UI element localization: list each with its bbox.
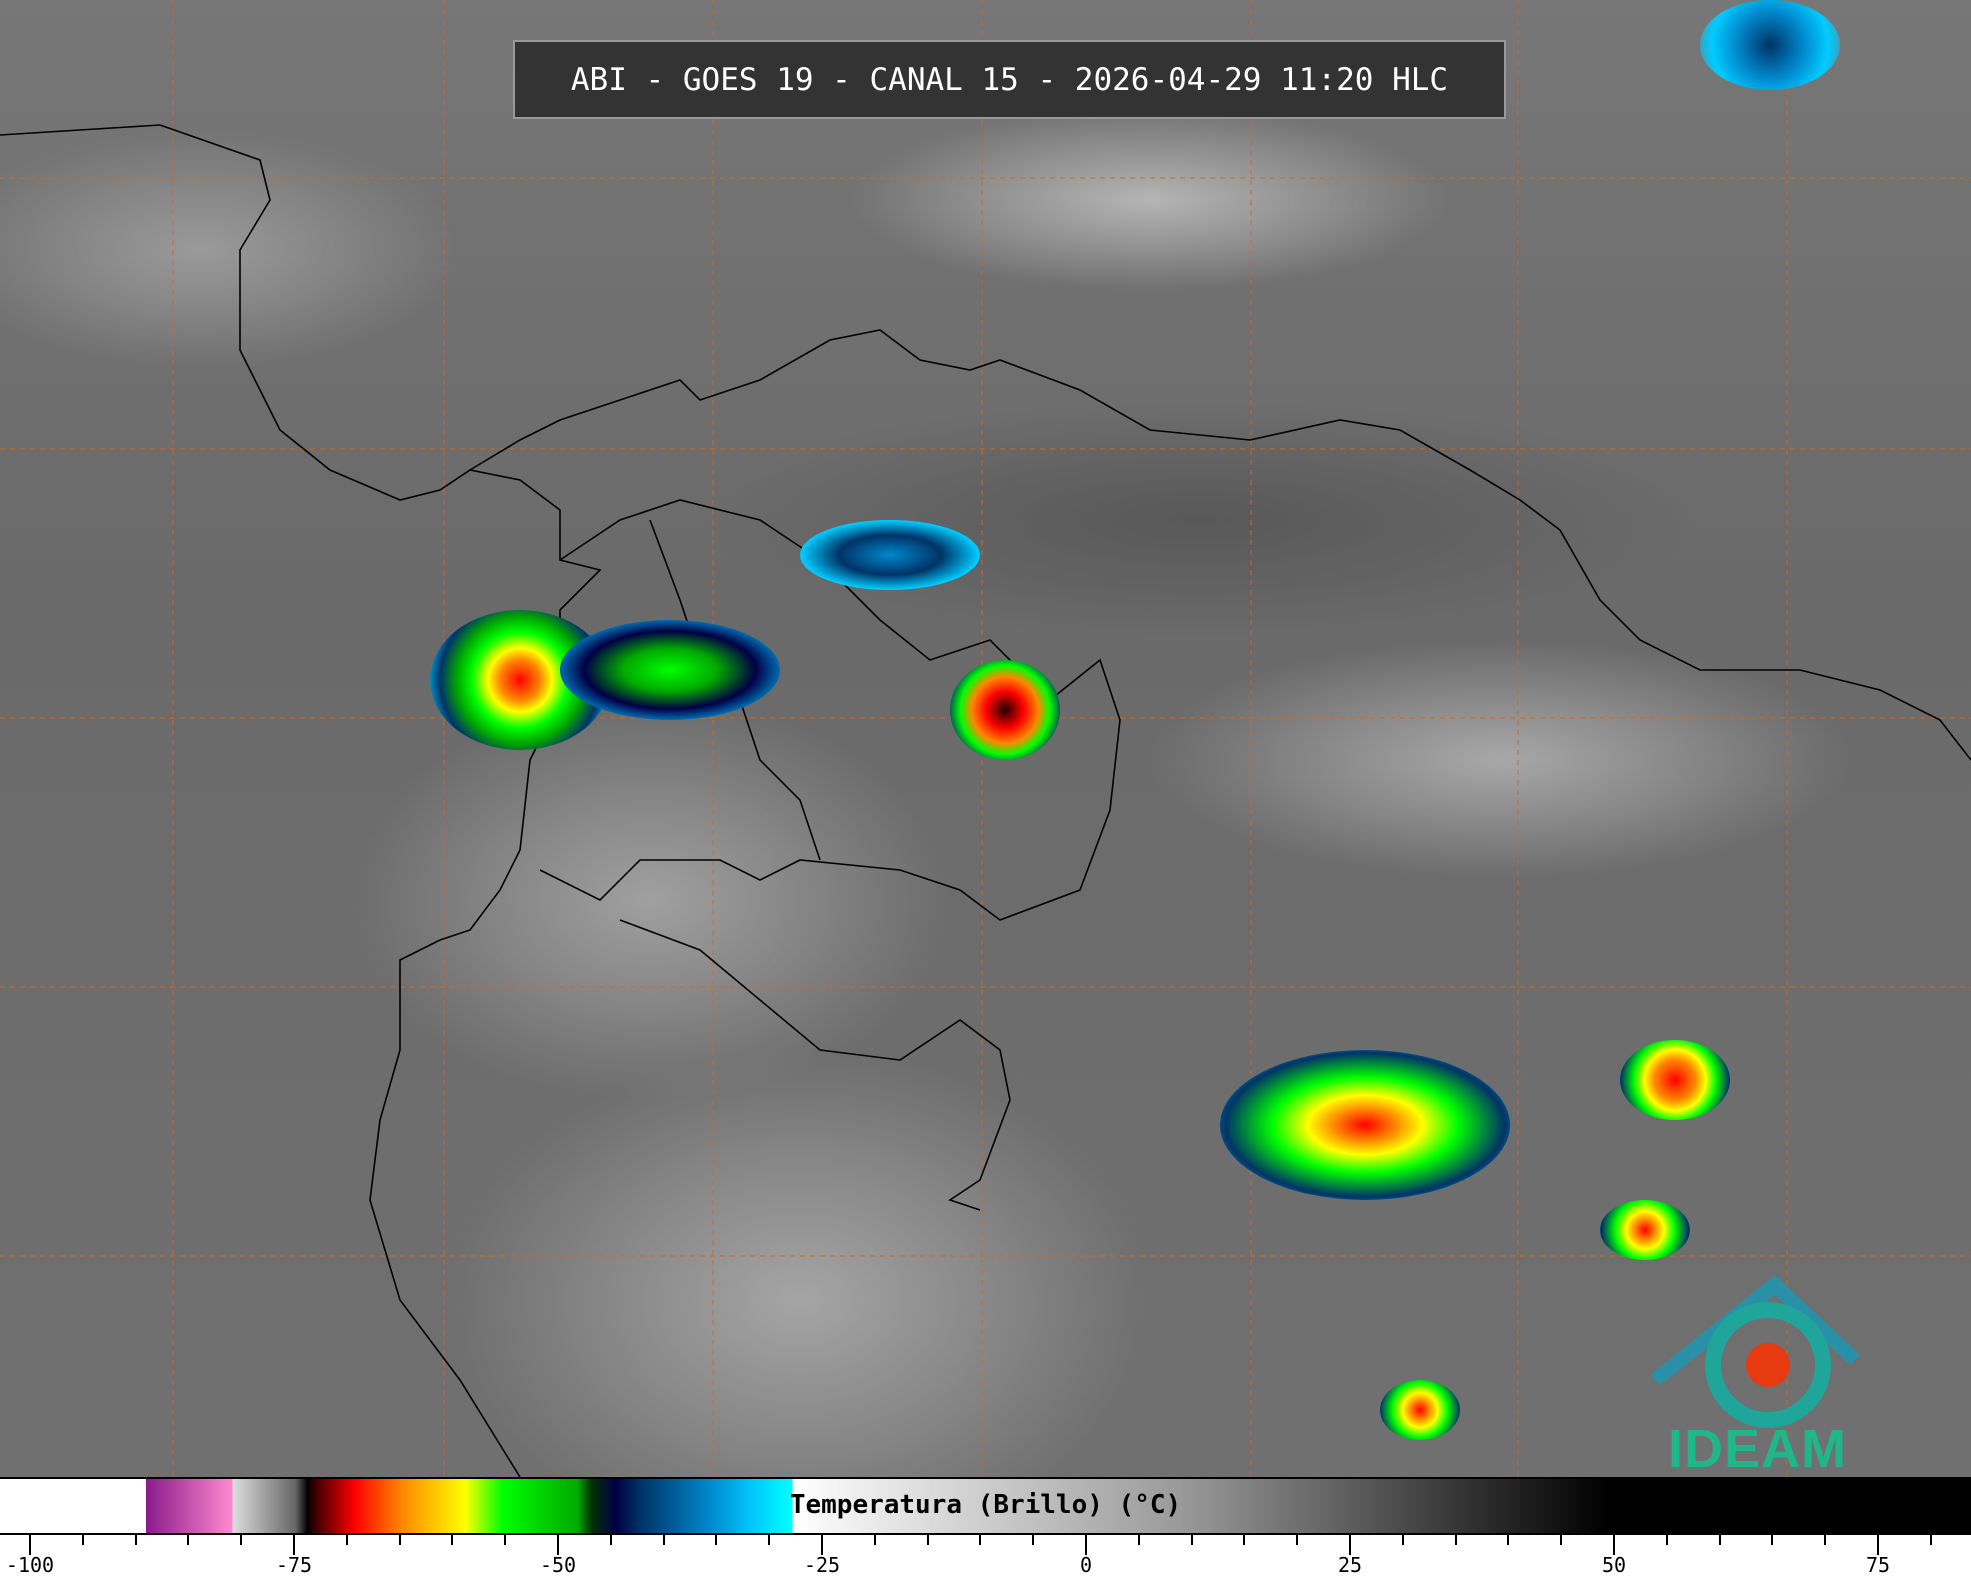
colorbar-tick <box>1243 1535 1246 1545</box>
colorbar-tick <box>345 1535 348 1545</box>
colorbar-tick <box>1454 1535 1457 1545</box>
storm-cluster <box>1220 1050 1510 1200</box>
colorbar-tick <box>134 1535 137 1545</box>
storm-cluster <box>1600 1200 1690 1260</box>
colorbar-tick-label: -100 <box>5 1553 55 1577</box>
lat-lon-grid <box>0 0 1971 1477</box>
colorbar-tick <box>1718 1535 1721 1545</box>
colorbar-tick <box>1085 1535 1087 1555</box>
colorbar-tick <box>504 1535 507 1545</box>
colorbar-tick <box>1032 1535 1035 1545</box>
colorbar-tick <box>81 1535 84 1545</box>
colorbar-tick <box>293 1535 295 1555</box>
colorbar-tick <box>1929 1535 1932 1545</box>
map-overlay <box>0 0 1971 1477</box>
colorbar-tick-label: -75 <box>275 1553 313 1577</box>
ideam-logo-text: IDEAM <box>1668 1419 1847 1479</box>
colorbar-label: Temperatura (Brillo) (°C) <box>789 1490 1182 1520</box>
colorbar-tick <box>1349 1535 1351 1555</box>
colorbar-tick-label: 75 <box>1865 1553 1891 1577</box>
colorbar-tick <box>662 1535 665 1545</box>
storm-cluster <box>560 620 780 720</box>
colorbar-tick-label: 50 <box>1601 1553 1627 1577</box>
image-title: ABI - GOES 19 - CANAL 15 - 2026-04-29 11… <box>513 40 1506 119</box>
colorbar-tick <box>873 1535 876 1545</box>
colorbar-tick <box>398 1535 401 1545</box>
satellite-map <box>0 0 1971 1477</box>
coastlines <box>0 124 1971 1477</box>
colorbar-tick <box>240 1535 243 1545</box>
colorbar-tick-label: 0 <box>1079 1553 1093 1577</box>
colorbar-tick <box>768 1535 771 1545</box>
storm-cluster <box>1620 1040 1730 1120</box>
colorbar-tick <box>1824 1535 1827 1545</box>
colorbar-tick <box>1771 1535 1774 1545</box>
colorbar-tick <box>187 1535 190 1545</box>
storm-cluster <box>800 520 980 590</box>
colorbar-scale: -100 -75 -50 -25 0 25 50 75 <box>0 1535 1971 1577</box>
colorbar-tick <box>1560 1535 1563 1545</box>
temperature-colorbar <box>0 1477 1971 1535</box>
storm-cluster <box>1380 1380 1460 1440</box>
colorbar-tick <box>1190 1535 1193 1545</box>
colorbar-tick-label: 25 <box>1337 1553 1363 1577</box>
colorbar-tick <box>1296 1535 1299 1545</box>
ideam-logo-icon <box>1650 1275 1860 1428</box>
colorbar-tick <box>821 1535 823 1555</box>
ideam-logo <box>1640 1255 1880 1475</box>
colorbar-tick <box>926 1535 929 1545</box>
colorbar-tick <box>1613 1535 1615 1555</box>
storm-cluster <box>1700 0 1840 90</box>
colorbar-tick <box>715 1535 718 1545</box>
colorbar-tick <box>1665 1535 1668 1545</box>
storm-cluster <box>950 660 1060 760</box>
colorbar-tick <box>1137 1535 1140 1545</box>
colorbar-tick <box>1507 1535 1510 1545</box>
colorbar-tick <box>557 1535 559 1555</box>
colorbar-tick-label: -50 <box>539 1553 577 1577</box>
colorbar-tick <box>1877 1535 1879 1555</box>
colorbar-tick <box>29 1535 31 1555</box>
colorbar-tick <box>1401 1535 1404 1545</box>
colorbar-tick-label: -25 <box>803 1553 841 1577</box>
colorbar-tick <box>979 1535 982 1545</box>
colorbar-tick <box>609 1535 612 1545</box>
colorbar-tick <box>451 1535 454 1545</box>
